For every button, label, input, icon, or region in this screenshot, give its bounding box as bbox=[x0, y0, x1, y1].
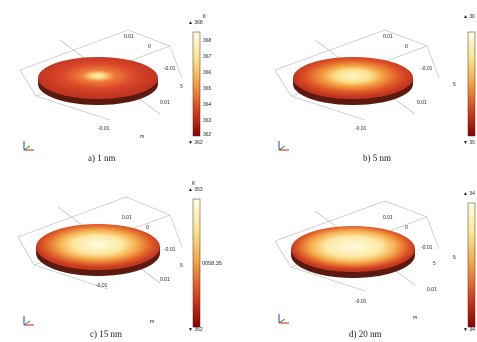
colorbar-unit: K bbox=[203, 14, 207, 20]
colorbar-tick: 5 bbox=[453, 82, 456, 88]
colorbar-tick: 366 bbox=[203, 70, 212, 76]
axis-tick: 5 bbox=[433, 261, 436, 267]
disk-top bbox=[38, 57, 158, 99]
axis-tick: 0 bbox=[148, 44, 151, 50]
axis-unit: m bbox=[140, 134, 145, 140]
panel-caption: b) 5 nm bbox=[363, 153, 391, 163]
colorbar-tick: 365 bbox=[203, 86, 212, 92]
colorbar-tick: 368 bbox=[203, 38, 212, 44]
panel-caption: d) 20 nm bbox=[349, 329, 382, 339]
axis-tick: 0.01 bbox=[383, 34, 393, 40]
axis-tick: -0.01 bbox=[96, 283, 108, 289]
colorbar-tick: 362 bbox=[203, 132, 212, 138]
colorbar-max-label: ▲ 36 bbox=[463, 14, 475, 20]
colorbar-min-label: ▼ 362 bbox=[188, 140, 203, 146]
axis-tick: -0.01 bbox=[164, 66, 176, 72]
colorbar-tick: 367 bbox=[203, 54, 212, 60]
axis-tick: -0.01 bbox=[355, 126, 367, 132]
panel-c: ▲ 353 K 0058.35 ▼ 352 0.01 0 -0.01 5 0.0… bbox=[0, 171, 238, 342]
panel-a-plot bbox=[19, 29, 201, 151]
disk-top bbox=[293, 57, 413, 99]
axis-tick: -0.01 bbox=[164, 247, 176, 253]
disk-top bbox=[36, 224, 160, 270]
axis-triad bbox=[23, 141, 34, 151]
axis-tick: -0.01 bbox=[421, 66, 433, 72]
colorbar-tick: 5 bbox=[453, 255, 456, 261]
axis-tick: 5 bbox=[180, 84, 183, 90]
axis-triad bbox=[23, 316, 34, 326]
colorbar-max-label: ▲ 353 bbox=[188, 187, 203, 193]
axis-tick: -0.01 bbox=[355, 299, 367, 305]
panel-d: ▲ 34 ▼ 34 5 0.01 0 -0.01 5 0.01 -0.01 m … bbox=[265, 171, 477, 342]
colorbar bbox=[467, 31, 476, 137]
axis-tick: 0.01 bbox=[383, 215, 393, 221]
axis-tick: -0.01 bbox=[421, 245, 433, 251]
axis-triad bbox=[278, 314, 289, 324]
colorbar-min-label: ▼ 34 bbox=[463, 327, 475, 333]
panel-a: ▲ 368 K 368 367 366 365 364 363 362 ▼ 36… bbox=[0, 0, 238, 171]
axis-triad bbox=[278, 141, 289, 151]
panel-c-plot bbox=[17, 196, 201, 328]
panel-caption: a) 1 nm bbox=[88, 153, 116, 163]
colorbar bbox=[192, 31, 201, 137]
panel-caption: c) 15 nm bbox=[90, 329, 122, 339]
axis-tick: 0.01 bbox=[122, 215, 132, 221]
axis-tick: 0 bbox=[146, 225, 149, 231]
axis-unit: m bbox=[150, 319, 155, 325]
axis-tick: 0 bbox=[405, 44, 408, 50]
disk-top bbox=[291, 226, 415, 272]
colorbar-mid-label: 0058.35 bbox=[202, 261, 222, 267]
colorbar-min-label: ▼ 352 bbox=[188, 327, 203, 333]
colorbar-tick: 364 bbox=[203, 102, 212, 108]
axis-tick: 0.01 bbox=[124, 34, 134, 40]
colorbar-max-label: ▲ 34 bbox=[463, 191, 475, 197]
axis-tick: 0 bbox=[405, 225, 408, 231]
axis-tick: 0.01 bbox=[160, 100, 170, 106]
colorbar-min-label: ▼ 35 bbox=[463, 140, 475, 146]
colorbar-tick: 363 bbox=[203, 118, 212, 124]
colorbar-max-label: ▲ 368 bbox=[188, 20, 203, 26]
panel-b: ▲ 36 ▼ 35 5 0.01 0 -0.01 0.01 -0.01 b) 5… bbox=[265, 0, 477, 171]
panel-b-plot bbox=[274, 29, 476, 151]
axis-tick: -0.01 bbox=[98, 126, 110, 132]
axis-unit: m bbox=[413, 315, 418, 321]
axis-tick: 5 bbox=[180, 263, 183, 269]
axis-tick: 0.01 bbox=[417, 100, 427, 106]
axis-tick: 0.01 bbox=[427, 287, 437, 293]
panel-d-plot bbox=[274, 200, 476, 328]
colorbar-unit: K bbox=[192, 181, 196, 187]
axis-tick: 0.01 bbox=[160, 277, 170, 283]
colorbar bbox=[192, 198, 201, 328]
colorbar bbox=[467, 202, 476, 328]
